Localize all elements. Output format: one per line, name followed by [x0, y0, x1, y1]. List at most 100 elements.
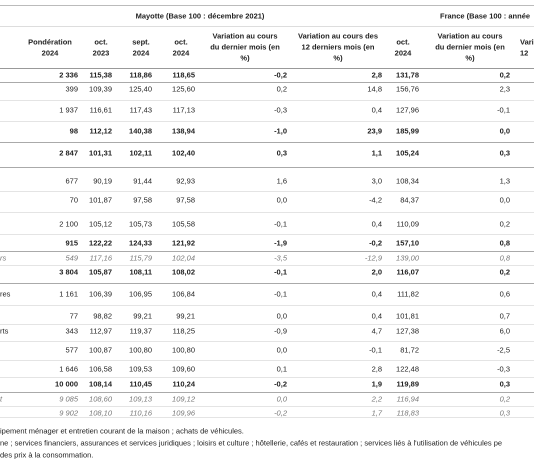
column-header: 2024 — [132, 48, 150, 57]
cell: 399 — [65, 84, 78, 94]
cell: 577 — [65, 345, 78, 355]
row-label: rs — [0, 253, 7, 263]
cell: 0,6 — [499, 289, 510, 299]
cell: 118,25 — [172, 326, 195, 336]
rule — [0, 191, 534, 192]
cell: 2 847 — [59, 148, 78, 158]
cell: 108,11 — [129, 267, 152, 277]
cell: 101,81 — [396, 311, 419, 321]
cell: 0,0 — [276, 345, 287, 355]
cell: 122,48 — [396, 364, 419, 374]
cell: 101,87 — [89, 195, 112, 205]
cell: 0,2 — [499, 70, 510, 80]
cell: 1 646 — [59, 364, 78, 374]
cell: 2,8 — [371, 70, 382, 80]
cell: 0,3 — [499, 408, 510, 418]
column-header: 2023 — [92, 48, 110, 57]
cell: 119,37 — [129, 326, 152, 336]
rule — [0, 121, 534, 122]
cell: 140,38 — [129, 126, 152, 136]
cell: 1,6 — [276, 176, 287, 186]
cell: 2,8 — [371, 364, 382, 374]
column-header: 12 — [520, 48, 529, 57]
column-header: %) — [240, 53, 250, 63]
cell: 115,79 — [129, 253, 152, 263]
cell: -2,5 — [497, 345, 510, 355]
cell: 110,16 — [129, 408, 152, 418]
cell: 97,58 — [176, 195, 195, 205]
cell: 100,80 — [129, 345, 152, 355]
cell: 99,21 — [133, 311, 152, 321]
cell: 1,7 — [371, 408, 382, 418]
cell: 102,40 — [172, 148, 195, 158]
cell: 117,43 — [129, 105, 152, 115]
cell: 117,16 — [89, 253, 112, 263]
cell: 116,94 — [396, 394, 419, 404]
cell: 97,58 — [133, 195, 152, 205]
column-header: %) — [333, 53, 343, 63]
rule — [0, 142, 534, 143]
column-header: du dernier mois (en — [210, 42, 280, 52]
cell: 105,73 — [129, 219, 152, 229]
cell: 0,4 — [371, 311, 382, 321]
cell: -0,9 — [274, 326, 287, 336]
cell: 0,3 — [499, 379, 510, 389]
cell: 105,24 — [396, 148, 419, 158]
rule — [0, 82, 534, 83]
cell: 0,1 — [276, 364, 287, 374]
cell: 14,8 — [367, 84, 382, 94]
cell: 0,0 — [276, 394, 287, 404]
group-header: France (Base 100 : année — [440, 11, 531, 21]
cell: 109,96 — [172, 408, 195, 418]
cell: 0,2 — [499, 394, 510, 404]
rule — [0, 406, 534, 407]
cell: 101,31 — [89, 148, 112, 158]
cell: 6,0 — [499, 326, 510, 336]
cell: 1 161 — [59, 289, 78, 299]
cell: 2,2 — [371, 394, 382, 404]
cell: 3,0 — [371, 176, 382, 186]
column-header: Vari — [520, 37, 534, 46]
rule — [0, 212, 534, 213]
cell: 119,89 — [396, 379, 419, 389]
cell: 91,44 — [133, 176, 152, 186]
cell: 122,22 — [89, 238, 112, 248]
cell: -0,3 — [497, 364, 510, 374]
cell: 1,9 — [371, 379, 382, 389]
column-header: Variation au cours — [212, 31, 278, 41]
cell: 127,38 — [396, 326, 419, 336]
column-header: %) — [465, 53, 475, 63]
cell: 108,34 — [396, 176, 419, 186]
cell: 110,09 — [396, 219, 419, 229]
column-header: 2024 — [394, 48, 412, 57]
cell: 1,3 — [499, 176, 510, 186]
cell: 0,8 — [499, 238, 510, 248]
cell: 98,82 — [93, 311, 112, 321]
cell: 118,86 — [129, 70, 152, 80]
rule — [0, 377, 534, 378]
cell: 115,38 — [89, 70, 112, 80]
cell: 84,37 — [400, 195, 419, 205]
cell: 99,21 — [176, 311, 195, 321]
cell: -0,2 — [369, 238, 382, 248]
cell: 105,12 — [89, 219, 112, 229]
cell: 110,24 — [172, 379, 195, 389]
cell: 2 100 — [59, 219, 78, 229]
cell: 3 804 — [59, 267, 78, 277]
cell: 343 — [65, 326, 78, 336]
cell: 118,65 — [172, 70, 195, 80]
cell: 81,72 — [400, 345, 419, 355]
row-label: rts — [0, 326, 9, 336]
cell: 0,3 — [499, 148, 510, 158]
column-header: oct. — [94, 37, 108, 46]
footnote: ne ; services financiers, assurances et … — [0, 438, 503, 448]
rule — [0, 417, 534, 418]
cell: 0,0 — [499, 126, 510, 136]
cell: 108,14 — [89, 379, 112, 389]
cell: 77 — [69, 311, 78, 321]
cell: 90,19 — [93, 176, 112, 186]
rule — [0, 265, 534, 266]
cell: 0,4 — [371, 289, 382, 299]
cell: 139,00 — [396, 253, 419, 263]
